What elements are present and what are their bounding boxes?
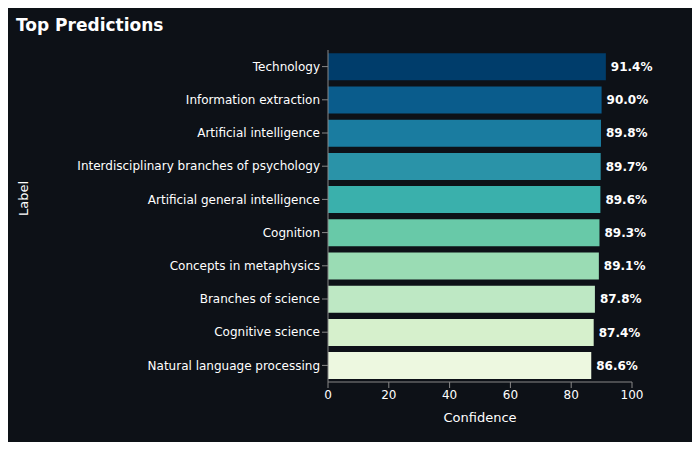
svg-text:Confidence: Confidence	[443, 410, 516, 425]
svg-text:89.7%: 89.7%	[606, 160, 648, 174]
html-text:Top Predictions: Top Predictions	[16, 15, 164, 35]
svg-text:91.4%: 91.4%	[611, 60, 653, 74]
svg-text:Interdisciplinary branches of: Interdisciplinary branches of psychology	[77, 159, 320, 173]
svg-text:80: 80	[564, 388, 579, 402]
svg-text:87.8%: 87.8%	[600, 292, 642, 306]
svg-text:100: 100	[621, 388, 644, 402]
svg-text:60: 60	[503, 388, 518, 402]
svg-text:Technology: Technology	[252, 60, 320, 74]
svg-text:Branches of science: Branches of science	[200, 292, 320, 306]
svg-text:90.0%: 90.0%	[607, 93, 649, 107]
svg-text:Concepts in metaphysics: Concepts in metaphysics	[170, 259, 320, 273]
svg-text:Label: Label	[16, 181, 31, 216]
svg-text:89.1%: 89.1%	[604, 259, 646, 273]
svg-text:86.6%: 86.6%	[596, 359, 638, 373]
svg-text:Artificial general intelligenc: Artificial general intelligence	[148, 193, 320, 207]
svg-text:Natural language processing: Natural language processing	[148, 359, 320, 373]
svg-text:40: 40	[442, 388, 457, 402]
svg-text:87.4%: 87.4%	[599, 326, 641, 340]
svg-text:89.3%: 89.3%	[604, 226, 646, 240]
svg-text:Artificial intelligence: Artificial intelligence	[197, 126, 320, 140]
svg-text:0: 0	[324, 388, 332, 402]
svg-text:Cognition: Cognition	[263, 226, 320, 240]
svg-text:20: 20	[381, 388, 396, 402]
svg-text:Information extraction: Information extraction	[186, 93, 320, 107]
svg-text:Cognitive science: Cognitive science	[214, 325, 320, 339]
svg-text:89.6%: 89.6%	[605, 193, 647, 207]
svg-text:89.8%: 89.8%	[606, 126, 648, 140]
